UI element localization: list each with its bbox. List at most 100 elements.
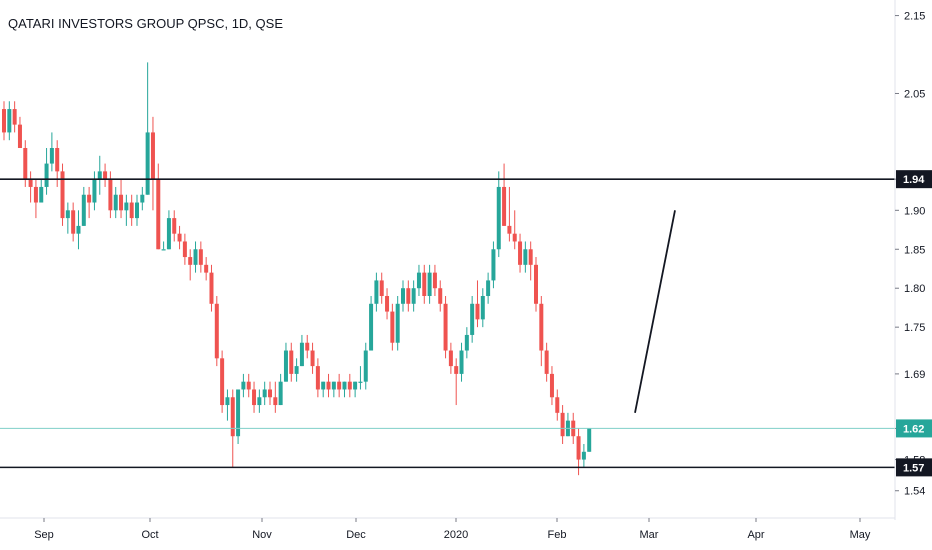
candle-body (331, 381, 336, 390)
candle-body (379, 280, 384, 296)
y-tick-label: 1.75 (904, 322, 925, 334)
candle (44, 148, 49, 195)
candle (241, 373, 246, 398)
candle (236, 389, 241, 444)
candle-body (581, 451, 586, 460)
candle-body (241, 381, 246, 390)
y-tick-label: 1.85 (904, 244, 925, 256)
candle (555, 389, 560, 421)
y-tick-label: 2.05 (904, 88, 925, 100)
candle-body (119, 194, 124, 211)
candle-body (220, 358, 225, 406)
candle (193, 241, 198, 273)
candle-body (44, 163, 49, 187)
candle (97, 155, 102, 195)
candle (246, 373, 251, 398)
candle (422, 264, 427, 304)
candle-body (60, 171, 65, 219)
candle-body (103, 171, 108, 180)
candle (534, 257, 538, 312)
candle-body (262, 389, 267, 398)
candle-body (209, 272, 214, 304)
candle (92, 171, 97, 211)
candle (385, 288, 390, 320)
candle (390, 303, 395, 351)
candle (278, 373, 283, 406)
candle-body (432, 272, 437, 289)
horizontal-line-label-text: 1.94 (903, 174, 925, 186)
candle (491, 241, 496, 289)
candle-body (305, 342, 310, 351)
candle-body (560, 412, 565, 437)
candle (321, 381, 326, 398)
candle (539, 296, 544, 367)
candle (273, 381, 278, 413)
candle (448, 342, 453, 374)
candle (299, 334, 304, 367)
candle (512, 210, 517, 250)
candle (565, 412, 570, 437)
candle-body (321, 381, 326, 390)
x-tick-label: Feb (548, 529, 567, 541)
candle-body (166, 218, 171, 250)
candle (549, 366, 554, 406)
candle-body (33, 186, 38, 203)
candle-body (17, 124, 22, 148)
candle (252, 381, 257, 413)
candle-body (480, 296, 485, 320)
candle (523, 241, 528, 273)
candle (518, 233, 523, 273)
candle (172, 210, 177, 242)
candle-body (507, 225, 512, 234)
candle-body (358, 381, 363, 383)
horizontal-line-label-text: 1.57 (903, 462, 924, 474)
candle-body (135, 202, 139, 219)
trend-line[interactable] (634, 210, 676, 414)
candle (129, 194, 134, 226)
candle (358, 366, 363, 390)
candle (65, 202, 70, 234)
candle-body (268, 389, 272, 398)
candle (39, 179, 44, 203)
candle (294, 358, 299, 382)
candle-body (518, 241, 523, 265)
candle-body (7, 109, 12, 133)
candle-body (71, 210, 76, 234)
candle-body (28, 179, 33, 187)
candle (177, 225, 182, 250)
candle (331, 381, 336, 398)
candle-body (310, 350, 315, 367)
x-tick-label: Mar (640, 529, 659, 541)
last-price-label: 1.62 (896, 419, 932, 438)
candle-body (326, 381, 331, 390)
candle-body (523, 249, 528, 265)
candle-body (283, 350, 288, 382)
candle-body (385, 296, 390, 312)
x-tick-label: Nov (252, 529, 272, 541)
candle (347, 373, 352, 398)
candle (124, 194, 129, 226)
candle-body (177, 233, 182, 242)
candle-body (129, 202, 134, 219)
candle-body (150, 132, 155, 180)
candle (379, 272, 384, 304)
candle (486, 272, 491, 304)
candle-body (363, 350, 368, 382)
candle (315, 358, 320, 398)
candle-body (315, 366, 320, 390)
candle-body (246, 381, 251, 390)
candle (326, 373, 331, 398)
candle-body (374, 280, 379, 304)
candle (220, 350, 225, 413)
candle (459, 342, 464, 382)
candle-body (422, 272, 427, 296)
candle-body (512, 233, 517, 242)
y-tick-label: 1.69 (904, 369, 925, 381)
candle-body (182, 241, 187, 258)
candle-body (161, 249, 166, 251)
candle (87, 186, 92, 219)
x-axis: Sep Oct Nov Dec 2020 Feb Mar Apr May (34, 518, 871, 541)
chart-title: QATARI INVESTORS GROUP QPSC, 1D, QSE (8, 16, 283, 31)
candle-body (49, 148, 54, 164)
